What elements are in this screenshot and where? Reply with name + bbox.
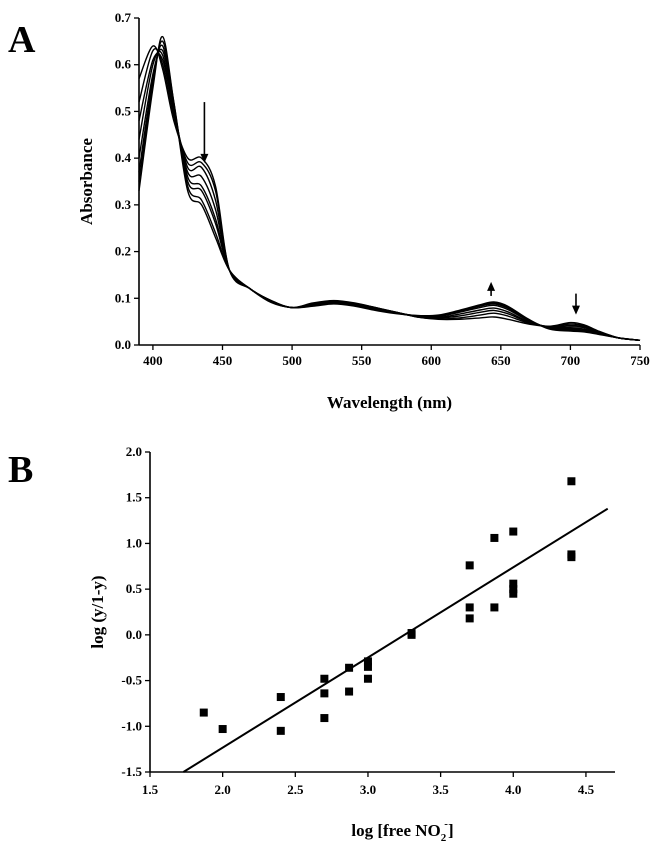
- data-point-16: [465, 603, 474, 612]
- data-point-12: [363, 674, 372, 683]
- y-tick-label: 2.0: [126, 444, 142, 459]
- fit-line: [182, 507, 609, 773]
- y-tick-label: 0.0: [115, 337, 131, 352]
- x-axis-title-superscript: -: [444, 818, 448, 830]
- x-tick-label: 400: [143, 353, 163, 368]
- y-tick-label: 0.3: [115, 197, 132, 212]
- data-point-23: [509, 589, 518, 598]
- data-point-20: [509, 527, 518, 536]
- arrow-down-head: [200, 153, 209, 163]
- panel-b-letter: B: [8, 449, 33, 491]
- x-tick-label: 3.5: [433, 782, 450, 797]
- arrow-up-head: [487, 281, 496, 291]
- y-tick-label: 0.7: [115, 10, 132, 25]
- data-point-26: [567, 553, 576, 562]
- data-point-15: [465, 561, 474, 570]
- arrow-down-head: [571, 305, 580, 315]
- data-point-10: [363, 657, 372, 666]
- x-tick-label: 2.0: [215, 782, 231, 797]
- data-point-19: [490, 603, 499, 612]
- spectrum-line-3: [138, 44, 641, 341]
- x-axis-title: Wavelength (nm): [327, 393, 452, 412]
- data-point-17: [465, 614, 474, 623]
- y-tick-label: 0.4: [115, 150, 132, 165]
- y-tick-label: 0.2: [115, 244, 131, 259]
- data-point-1: [199, 708, 208, 717]
- data-point-21: [509, 579, 518, 588]
- x-tick-label: 600: [422, 353, 442, 368]
- spectrum-line-8: [138, 45, 641, 341]
- x-tick-label: 700: [561, 353, 581, 368]
- y-axis-title: Absorbance: [77, 138, 96, 225]
- data-point-18: [490, 533, 499, 542]
- x-tick-label: 1.5: [142, 782, 159, 797]
- data-point-24: [567, 477, 576, 486]
- x-tick-label: 4.5: [578, 782, 595, 797]
- data-point-9: [345, 687, 354, 696]
- y-axis-title: log (y/1-y): [88, 575, 107, 648]
- y-tick-label: 0.1: [115, 290, 131, 305]
- spectrum-line-6: [138, 52, 641, 341]
- y-tick-label: 1.5: [126, 490, 143, 505]
- x-axis-title-main: log [free NO: [351, 821, 440, 840]
- data-point-4: [276, 726, 285, 735]
- x-tick-label: 750: [630, 353, 650, 368]
- x-axis-title: log [free NO2 -]: [351, 818, 453, 844]
- x-axis-title-subscript: 2: [441, 832, 447, 844]
- y-tick-label: 0.0: [126, 627, 142, 642]
- data-point-3: [276, 693, 285, 702]
- x-tick-label: 550: [352, 353, 372, 368]
- data-point-2: [218, 725, 227, 734]
- data-point-5: [320, 674, 329, 683]
- y-tick-label: 1.0: [126, 535, 142, 550]
- x-tick-label: 2.5: [287, 782, 304, 797]
- x-tick-label: 4.0: [505, 782, 521, 797]
- spectrum-line-2: [138, 40, 641, 341]
- data-point-14: [407, 630, 416, 639]
- x-tick-label: 650: [491, 353, 511, 368]
- x-tick-label: 450: [213, 353, 233, 368]
- y-tick-label: 0.5: [126, 581, 143, 596]
- x-tick-label: 3.0: [360, 782, 376, 797]
- data-point-7: [320, 714, 329, 723]
- data-point-8: [345, 663, 354, 672]
- data-point-22: [509, 585, 518, 594]
- data-point-6: [320, 689, 329, 698]
- absorbance-spectra-chart: 0.0 0.1 0.2 0.3 0.4 0.5 0.6 0.7 400 450 500 550 600 6…: [77, 10, 650, 412]
- y-tick-label: 0.5: [115, 103, 132, 118]
- y-tick-label: -0.5: [121, 673, 142, 688]
- y-tick-label: 0.6: [115, 57, 132, 72]
- x-tick-label: 500: [282, 353, 302, 368]
- x-axis-title-end: ]: [448, 821, 454, 840]
- panel-a-letter: A: [8, 19, 36, 61]
- data-point-11: [363, 662, 372, 671]
- y-tick-label: -1.5: [121, 764, 142, 779]
- hill-plot-chart: -1.5 -1.0 -0.5 0.0 0.5 1.0 1.5 2.0 1.5 2.0 2.5 3.0 3…: [88, 444, 615, 844]
- y-tick-label: -1.0: [121, 718, 142, 733]
